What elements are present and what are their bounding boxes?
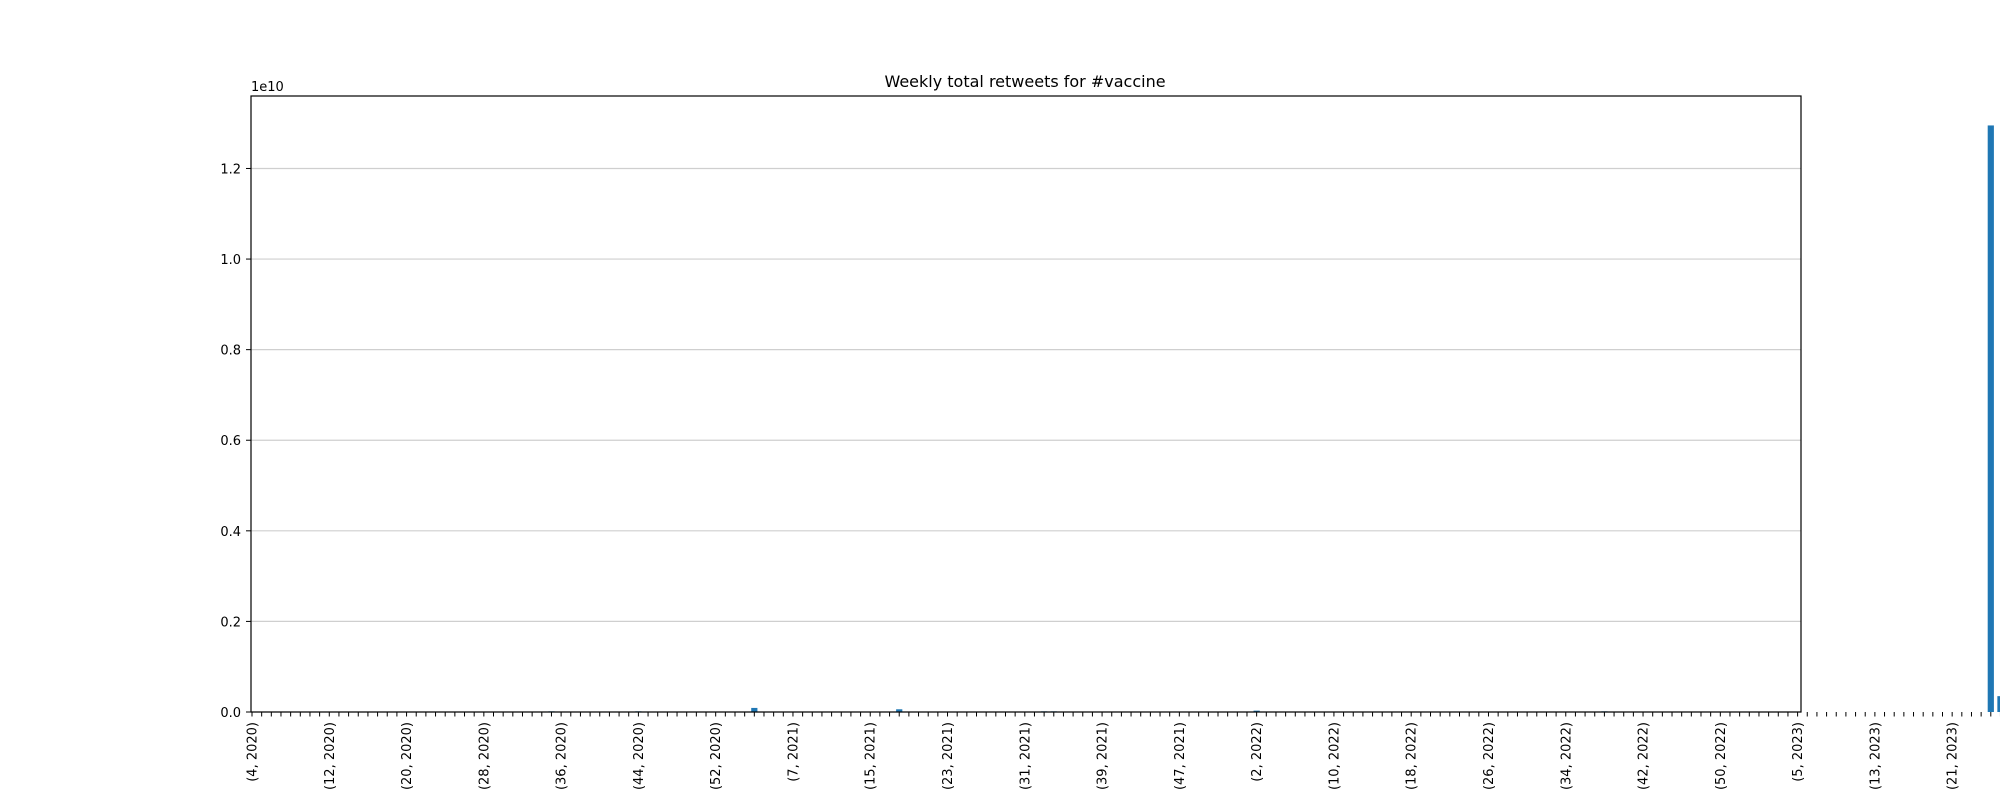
x-tick-label: (50, 2022) [1714, 722, 1729, 790]
bar [1253, 710, 1260, 712]
x-tick-label: (2, 2022) [1250, 722, 1265, 782]
x-tick-label: (34, 2022) [1559, 722, 1574, 790]
x-tick-label: (23, 2021) [941, 722, 956, 790]
bar-series [548, 125, 2000, 713]
y-tick-label: 0.8 [220, 344, 241, 359]
bar [1997, 696, 2000, 712]
x-tick-label: (21, 2023) [1946, 722, 1961, 790]
x-tick-label: (13, 2023) [1868, 722, 1883, 790]
x-tick-label: (28, 2020) [477, 722, 492, 790]
x-tick-label: (15, 2021) [864, 722, 879, 790]
x-tick-label: (7, 2021) [786, 722, 801, 782]
bar [896, 709, 903, 712]
x-tick-label: (20, 2020) [400, 722, 415, 790]
y-tick-label: 0.4 [220, 525, 241, 540]
x-axis-ticks: (4, 2020) (12, 2020) (20, 2020) (28, 2020) (… [246, 712, 2000, 790]
y-tick-label: 1.0 [220, 253, 241, 268]
x-tick-label: (52, 2020) [709, 722, 724, 790]
y-tick-label: 1.2 [220, 162, 241, 177]
y-tick-label: 0.2 [220, 615, 241, 630]
y-tick-label: 0.6 [220, 434, 241, 449]
x-tick-label: (39, 2021) [1096, 722, 1111, 790]
y-tick-label: 0.0 [220, 706, 241, 721]
x-tick-label: (44, 2020) [632, 722, 647, 790]
y-axis-ticks: 0.0 0.2 0.4 0.6 0.8 1.0 1.2 [220, 162, 251, 721]
x-tick-label: (4, 2020) [246, 722, 261, 782]
y-gridlines [251, 167, 1801, 713]
plot-area-frame [250, 95, 1802, 713]
x-tick-label: (31, 2021) [1018, 722, 1033, 790]
x-tick-label: (47, 2021) [1173, 722, 1188, 790]
x-tick-label: (36, 2020) [555, 722, 570, 790]
x-tick-label: (5, 2023) [1791, 722, 1806, 782]
x-tick-label: (26, 2022) [1482, 722, 1497, 790]
y-axis-offset-label: 1e10 [251, 80, 284, 95]
x-tick-label: (12, 2020) [323, 722, 338, 790]
x-tick-label: (10, 2022) [1327, 722, 1342, 790]
x-tick-label: (42, 2022) [1637, 722, 1652, 790]
x-tick-label: (18, 2022) [1405, 722, 1420, 790]
bar [751, 707, 758, 712]
bar [1987, 125, 1994, 713]
chart-title: Weekly total retweets for #vaccine [884, 72, 1165, 91]
